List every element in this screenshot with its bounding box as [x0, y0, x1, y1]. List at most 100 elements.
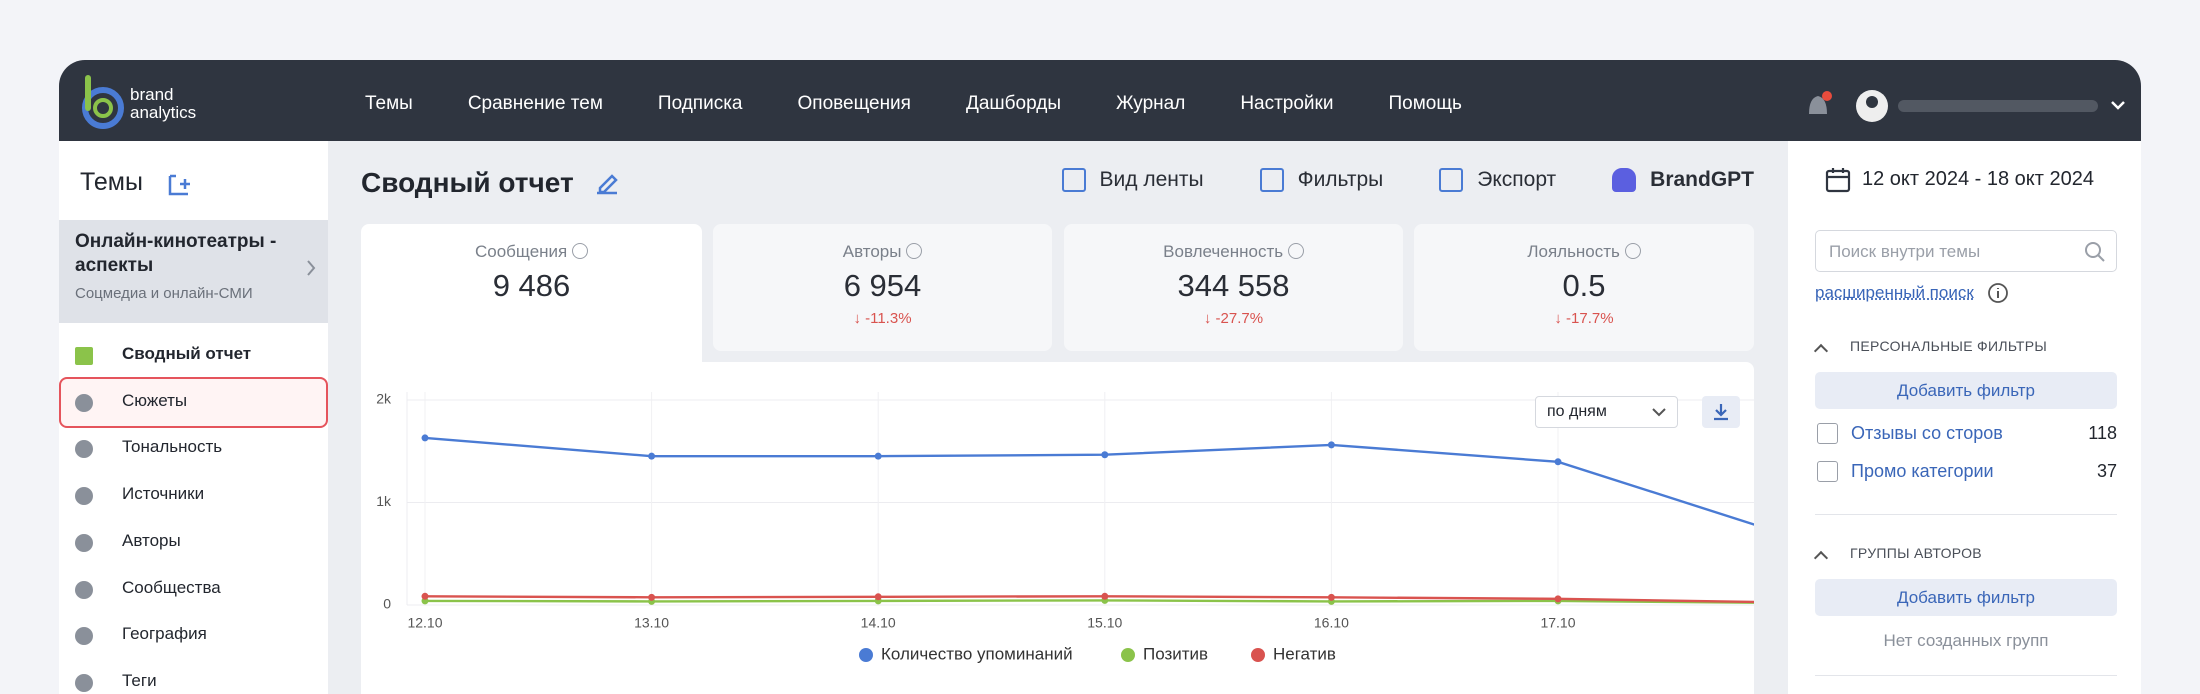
- user-area: [1809, 90, 2125, 122]
- action-icon: [1439, 168, 1464, 192]
- menu-item[interactable]: Помощь: [1388, 93, 1462, 114]
- add-filter-button[interactable]: Добавить фильтр: [1815, 372, 2117, 409]
- topic-box[interactable]: [59, 220, 328, 323]
- logo-text: brand analytics: [130, 86, 196, 122]
- legend-marker: [1251, 648, 1265, 662]
- help-icon: [1624, 243, 1641, 259]
- legend-label: Количество упоминаний: [881, 644, 1073, 663]
- separator: [1815, 675, 2117, 676]
- menu-icon: [75, 347, 93, 365]
- logo-line: brand: [130, 85, 174, 104]
- period-select[interactable]: по дням: [1535, 396, 1678, 428]
- metric-label: Вовлеченность: [1064, 242, 1403, 262]
- sidebar-item[interactable]: Теги: [122, 670, 157, 690]
- advanced-search[interactable]: расширенный поиск: [1815, 283, 1974, 302]
- metric-label: Сообщения: [361, 242, 702, 262]
- menu-icon: [75, 673, 93, 692]
- metric-value: 6 954: [843, 268, 922, 303]
- data-point: [1327, 593, 1335, 601]
- data-point: [421, 592, 429, 600]
- action[interactable]: Фильтры: [1259, 168, 1383, 192]
- metric-value: 9 486: [492, 268, 571, 303]
- legend-label: Позитив: [1143, 644, 1208, 663]
- y-tick-label: 0: [383, 596, 391, 612]
- chevron: [307, 260, 316, 276]
- sidebar-item[interactable]: Источники: [122, 484, 205, 504]
- menu-icon: [75, 440, 93, 459]
- sidebar-item[interactable]: Сюжеты: [122, 390, 188, 410]
- menu-item[interactable]: Журнал: [1115, 93, 1186, 114]
- active-tab: [361, 300, 702, 370]
- logo-icon: [82, 75, 124, 129]
- metric-change: ↓ -17.7%: [1554, 310, 1614, 327]
- add-filter-button[interactable]: Добавить фильтр: [1815, 579, 2117, 616]
- sidebar-item[interactable]: Тональность: [122, 437, 223, 457]
- checkbox[interactable]: [1817, 461, 1838, 482]
- separator: [1815, 514, 2117, 515]
- menu-item[interactable]: Оповещения: [797, 93, 911, 114]
- top-bar: [59, 60, 2141, 141]
- menu-item[interactable]: Дашборды: [965, 93, 1061, 114]
- menu-item[interactable]: Настройки: [1240, 93, 1334, 114]
- metric-change: ↓ -27.7%: [1203, 310, 1264, 327]
- search-placeholder: Поиск внутри темы: [1829, 242, 1981, 261]
- data-point: [1101, 592, 1109, 600]
- checkbox[interactable]: [1817, 423, 1838, 444]
- metric-card[interactable]: Лояльность 0.5 ↓ -17.7%: [1414, 224, 1754, 351]
- date-range[interactable]: 12 окт 2024 - 18 окт 2024: [1862, 168, 2094, 190]
- data-point: [1327, 441, 1335, 449]
- section-title: ГРУППЫ АВТОРОВ: [1850, 545, 1982, 561]
- sidebar-item[interactable]: Сводный отчет: [122, 344, 252, 363]
- y-tick-label: 2k: [376, 391, 392, 407]
- sidebar-item[interactable]: Сообщества: [122, 577, 221, 597]
- data-point: [874, 452, 882, 460]
- logo-line: analytics: [130, 103, 197, 122]
- calendar-icon: [1825, 168, 1851, 193]
- add-topic[interactable]: [166, 170, 194, 198]
- x-tick-label: 13.10: [634, 615, 669, 631]
- sidebar-item[interactable]: Авторы: [122, 530, 181, 550]
- period-select-text: по дням: [1547, 403, 1607, 420]
- filter-count: 37: [2096, 461, 2117, 481]
- legend-marker: [1121, 648, 1135, 662]
- action[interactable]: BrandGPT: [1612, 168, 1754, 192]
- metric-label: Авторы: [713, 242, 1052, 262]
- menu-icon: [75, 580, 93, 599]
- filter-label: Отзывы со сторов: [1851, 423, 2003, 443]
- download-button[interactable]: [1702, 396, 1740, 428]
- metric-label: Лояльность: [1414, 242, 1754, 262]
- chart-card: [361, 362, 1754, 694]
- topic-subtitle: Соцмедиа и онлайн-СМИ: [75, 285, 253, 302]
- data-point: [648, 452, 656, 460]
- metric-card[interactable]: Авторы 6 954 ↓ -11.3%: [713, 224, 1052, 351]
- menu-item[interactable]: Темы: [365, 93, 413, 114]
- data-point: [1554, 458, 1562, 466]
- sidebar-title: Темы: [80, 168, 143, 196]
- empty-text: Нет созданных групп: [1883, 631, 2049, 650]
- menu-item[interactable]: Сравнение тем: [467, 93, 603, 114]
- edit-icon[interactable]: [592, 168, 622, 198]
- data-point: [874, 593, 882, 601]
- chart: 0 1k 2k 12.10 13.10 14.10 15.10 16.10 17.10 Колич…: [376, 391, 1754, 663]
- sidebar-item[interactable]: География: [122, 624, 207, 644]
- x-tick-label: 17.10: [1540, 615, 1575, 631]
- action-icon: [1259, 168, 1284, 192]
- x-tick-label: 15.10: [1087, 615, 1122, 631]
- action[interactable]: Экспорт: [1439, 168, 1556, 192]
- info-icon: [1988, 283, 2008, 303]
- help-icon: [572, 243, 588, 259]
- action-label: BrandGPT: [1650, 168, 1754, 191]
- menu-icon: [75, 533, 93, 552]
- data-point: [648, 593, 656, 601]
- action-label: Экспорт: [1477, 168, 1557, 191]
- metric-card[interactable]: Вовлеченность 344 558 ↓ -27.7%: [1064, 224, 1403, 351]
- series-line: [424, 436, 1754, 526]
- topic-title: Онлайн-кинотеатры - аспекты: [75, 231, 277, 276]
- search-box[interactable]: Поиск внутри темы: [1815, 230, 2117, 272]
- menu-item[interactable]: Подписка: [657, 93, 743, 114]
- data-point: [1554, 595, 1562, 603]
- legend-marker: [859, 648, 873, 662]
- menu-icon: [75, 487, 93, 506]
- action[interactable]: Вид ленты: [1061, 168, 1204, 192]
- data-point: [421, 434, 429, 442]
